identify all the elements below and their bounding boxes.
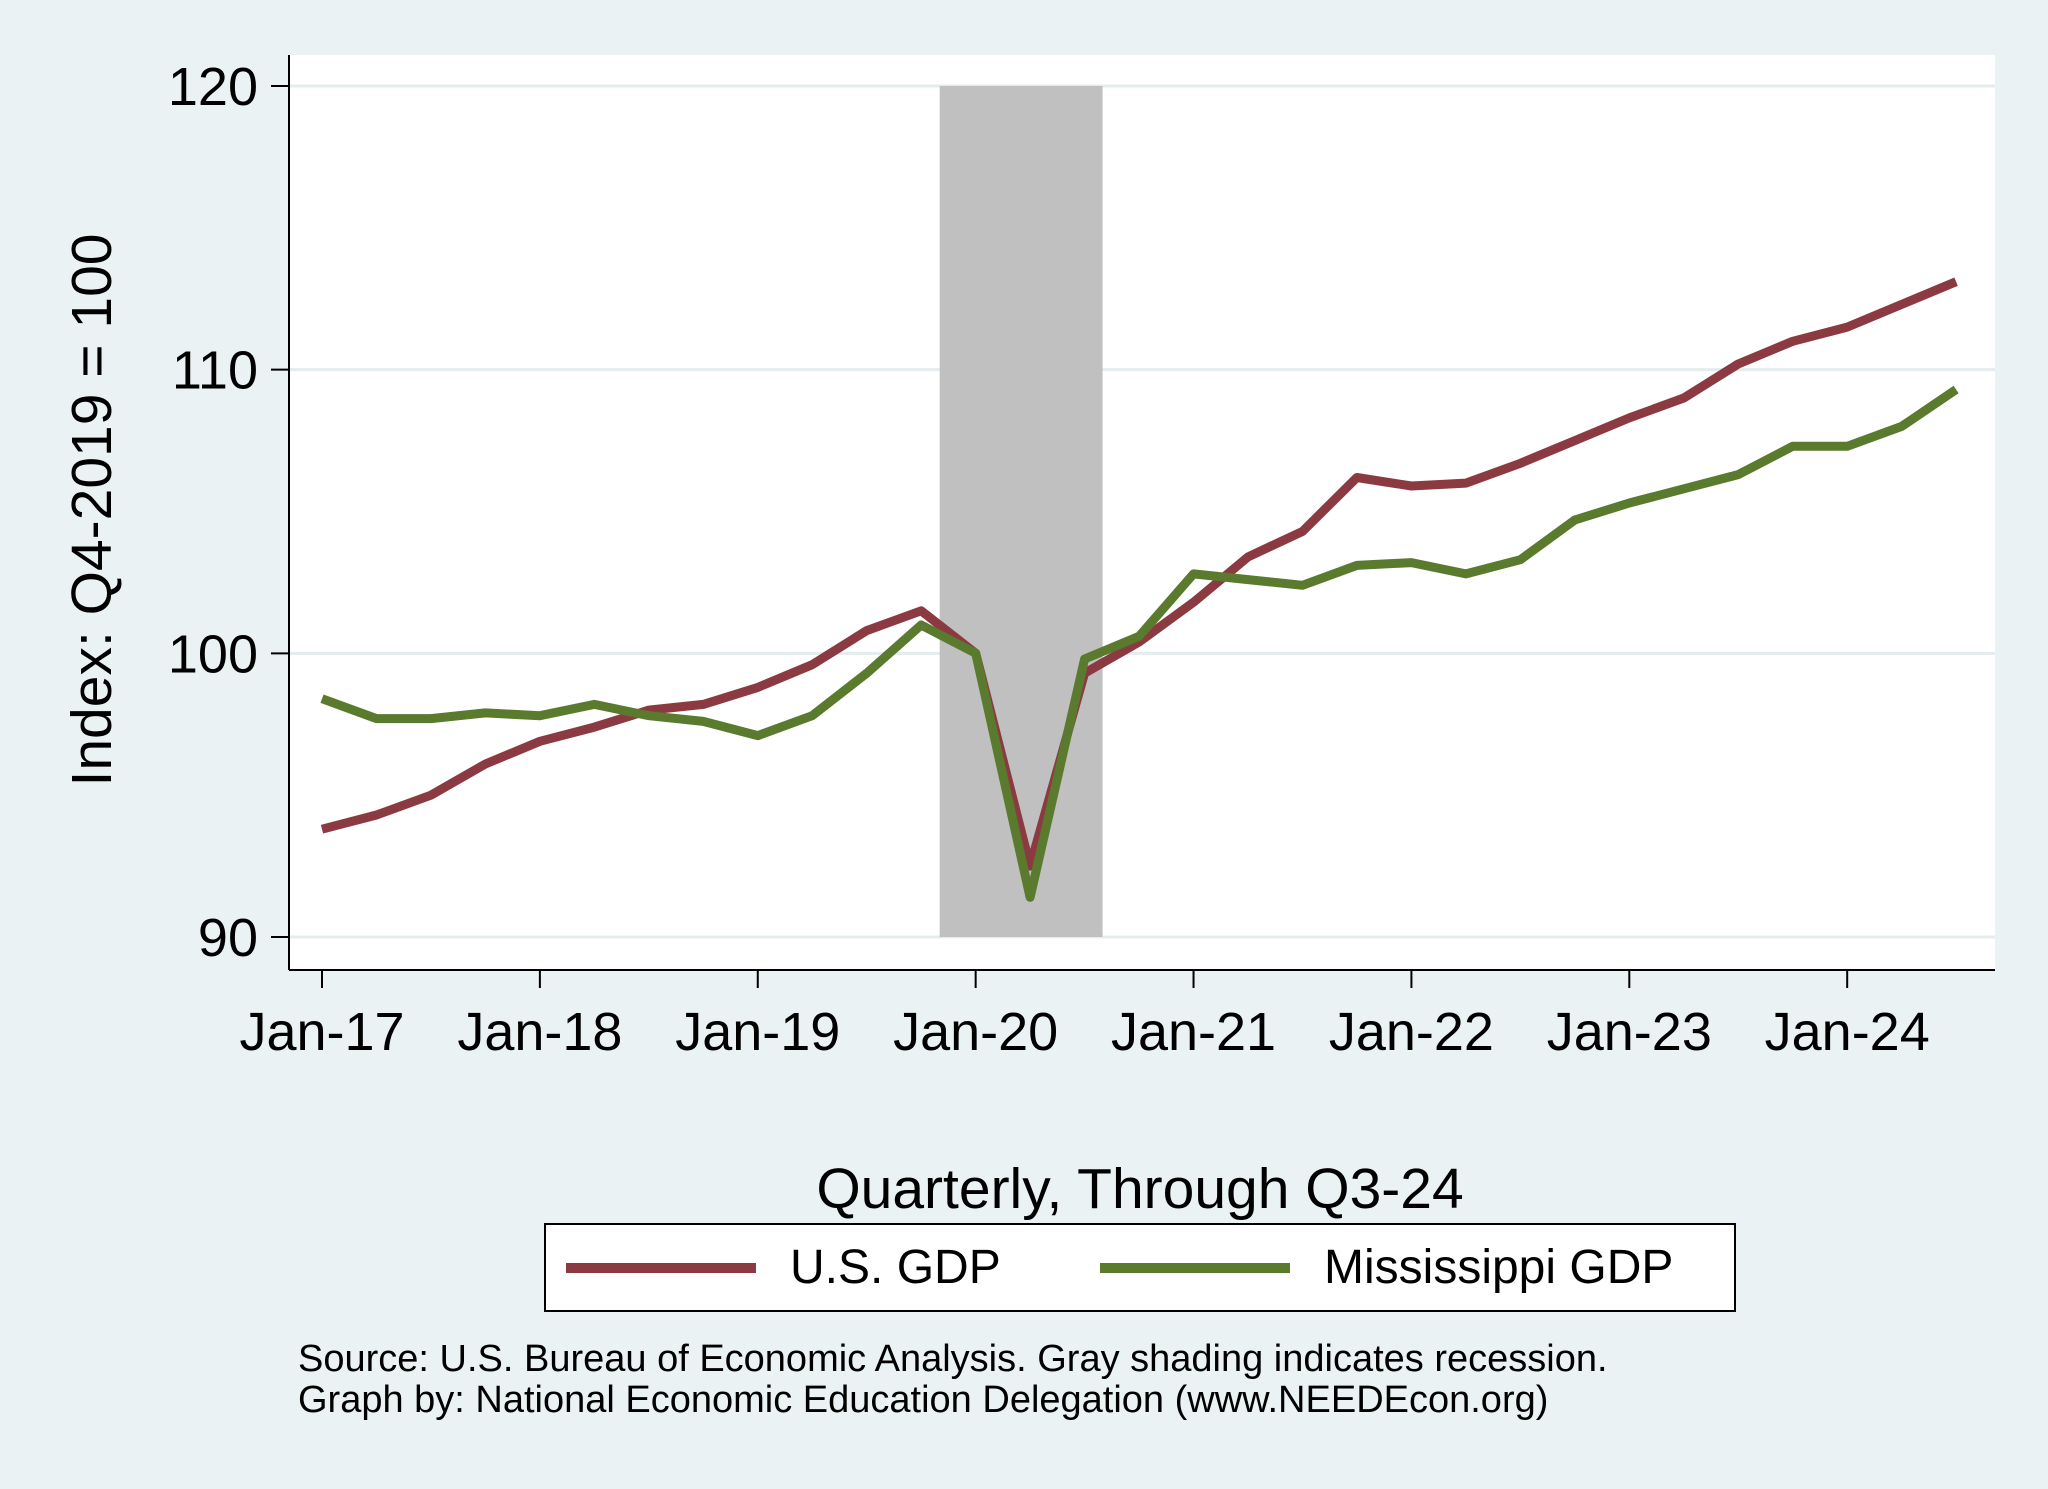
source-line-2: Graph by: National Economic Education De…	[298, 1379, 1549, 1421]
y-axis-title: Index: Q4-2019 = 100	[60, 233, 124, 787]
x-tick-label-Jan-20: Jan-20	[893, 1002, 1058, 1062]
y-tick-label-110: 110	[172, 341, 258, 401]
series-line-mississippi-gdp	[320, 385, 1959, 902]
x-tick-label-Jan-19: Jan-19	[675, 1002, 840, 1062]
series-lines	[320, 277, 1959, 902]
legend-label-mississippi-gdp: Mississippi GDP	[1324, 1241, 1674, 1294]
y-tick-label-120: 120	[168, 57, 258, 117]
legend-swatch-us-gdp	[566, 1262, 756, 1273]
legend: U.S. GDP Mississippi GDP	[544, 1223, 1736, 1312]
axes	[288, 55, 1995, 971]
x-tick-label-Jan-24: Jan-24	[1765, 1002, 1930, 1062]
gridlines	[289, 84, 1995, 939]
x-tick-label-Jan-22: Jan-22	[1329, 1002, 1494, 1062]
x-tick-label-Jan-17: Jan-17	[239, 1002, 404, 1062]
y-tick-label-90: 90	[198, 908, 258, 968]
series-line-us-gdp	[320, 277, 1958, 871]
x-axis-title: Quarterly, Through Q3-24	[816, 1157, 1464, 1221]
source-note: Source: U.S. Bureau of Economic Analysis…	[298, 1339, 1608, 1421]
y-ticks: 90 100 110 120	[168, 57, 289, 968]
legend-item-us-gdp: U.S. GDP	[566, 1225, 1001, 1310]
legend-swatch-mississippi-gdp	[1100, 1262, 1290, 1273]
recession-shading-group	[939, 86, 1103, 937]
x-tick-label-Jan-23: Jan-23	[1547, 1002, 1712, 1062]
legend-item-mississippi-gdp: Mississippi GDP	[1100, 1225, 1673, 1310]
x-ticks: Jan-17 Jan-18 Jan-19 Jan-20 Jan-21 Jan-22 Jan-…	[239, 970, 1930, 1062]
source-line-1: Source: U.S. Bureau of Economic Analysis…	[298, 1338, 1608, 1380]
plot-area	[289, 55, 1995, 970]
x-tick-label-Jan-18: Jan-18	[457, 1002, 622, 1062]
legend-label-us-gdp: U.S. GDP	[790, 1241, 1001, 1294]
y-tick-label-100: 100	[168, 624, 258, 684]
x-tick-label-Jan-21: Jan-21	[1111, 1002, 1276, 1062]
recession-shading	[939, 86, 1103, 937]
